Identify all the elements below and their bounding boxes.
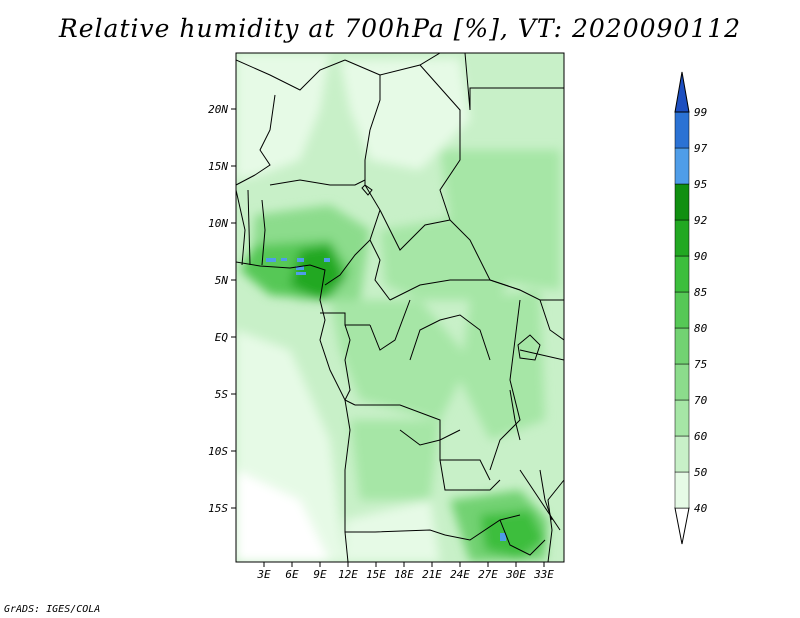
colorbar-label-60: 60 (694, 430, 708, 443)
colorbar-segment-above-99 (674, 71, 690, 113)
border-zimbabwe (499, 519, 546, 556)
border-car-cameroon (369, 239, 391, 301)
lon-label-12e: 12E (338, 568, 358, 581)
lat-label-5n: 5N (215, 274, 229, 287)
rivers-kasai (399, 429, 461, 446)
border-niger-chad (364, 129, 371, 185)
lon-label-15e: 15E (366, 568, 386, 581)
colorbar-segment-80-85 (674, 291, 690, 329)
country-borders (236, 53, 564, 562)
colorbar-segment-60-70 (674, 399, 690, 437)
colorbar-label-92: 92 (694, 214, 708, 227)
border-sudan-south (489, 279, 564, 301)
lon-axis: 3E 6E 9E 12E 15E 18E 21E 24E 27E 30E 33E (256, 562, 554, 581)
colorbar-segment-75-80 (674, 327, 690, 365)
border-angola-zambia (439, 459, 501, 491)
map-title: Relative humidity at 700hPa [%], VT: 202… (58, 14, 742, 43)
colorbar-segment-92-95 (674, 183, 690, 221)
colorbar-label-95: 95 (694, 178, 707, 191)
moist-region-congo (330, 300, 470, 420)
border-niger-mali (236, 59, 346, 91)
colorbar-label-80: 80 (694, 322, 708, 335)
border-angola-namibia (345, 529, 446, 536)
rivers-congo (409, 314, 491, 361)
lon-label-21e: 21E (422, 568, 442, 581)
border-algeria-niger (344, 59, 381, 131)
lat-label-eq: EQ (215, 331, 229, 344)
lake-victoria (517, 334, 541, 361)
border-ghana (236, 189, 246, 266)
coastline-east (547, 479, 564, 562)
border-congo (344, 324, 356, 406)
border-benin-nigeria (261, 199, 266, 266)
lat-label-20n: 20N (208, 103, 228, 116)
blue-cells (266, 258, 506, 541)
lake-tanganyika (509, 389, 521, 441)
colorbar-label-99: 99 (694, 106, 707, 119)
lake-chad (361, 184, 373, 196)
dry-region-northwest (236, 53, 330, 180)
colorbar-label-85: 85 (694, 286, 707, 299)
lon-label-18e: 18E (394, 568, 414, 581)
lat-label-10s: 10S (208, 445, 228, 458)
colorbar-label-70: 70 (694, 394, 708, 407)
border-cameroon-gabon (320, 312, 370, 326)
colorbar-segment-70-75 (674, 363, 690, 401)
border-mali-burkina (236, 94, 276, 186)
colorbar-label-40: 40 (694, 502, 708, 515)
border-car-drc (389, 279, 490, 301)
grads-credit: GrADS: IGES/COLA (4, 604, 101, 615)
map-frame (235, 52, 565, 563)
border-uganda-kenya (539, 299, 564, 341)
border-drc-east (489, 299, 521, 471)
colorbar-segment-97-99 (674, 111, 690, 149)
colorbar-segment-95-97 (674, 147, 690, 185)
lat-axis: 20N 15N 10N 5N EQ 5S 10S 15S (208, 103, 236, 515)
lon-label-24e: 24E (450, 568, 470, 581)
border-mozambique-malawi (519, 469, 561, 531)
border-cameroon-chad (379, 209, 451, 251)
colorbar-label-75: 75 (694, 358, 707, 371)
lon-label-6e: 6E (285, 568, 299, 581)
dry-region-north (340, 58, 470, 170)
colorbar: 40 50 60 70 75 80 85 90 92 95 97 99 (674, 71, 708, 545)
colorbar-label-50: 50 (694, 466, 708, 479)
lat-label-10n: 10N (208, 217, 228, 230)
colorbar-label-90: 90 (694, 250, 708, 263)
lon-label-33e: 33E (533, 568, 554, 581)
border-nigeria-cameroon (324, 184, 381, 286)
colorbar-segment-85-90 (674, 255, 690, 293)
lat-label-5s: 5S (215, 388, 229, 401)
lon-label-27e: 27E (478, 568, 498, 581)
coastline-west-africa (236, 261, 351, 562)
white-ocean-south (236, 470, 330, 562)
border-zambia-zimbabwe (444, 514, 521, 541)
colorbar-segment-90-92 (674, 219, 690, 257)
colorbar-label-97: 97 (694, 142, 708, 155)
lon-label-3e: 3E (256, 568, 271, 581)
colorbar-segment-below-40 (674, 507, 690, 545)
lat-label-15n: 15N (208, 160, 228, 173)
border-drc-congo (369, 299, 411, 351)
lon-label-30e: 30E (505, 568, 526, 581)
border-togo (247, 189, 251, 266)
colorbar-segment-40-50 (674, 471, 690, 509)
colorbar-segment-50-60 (674, 435, 690, 473)
border-tanzania (519, 349, 564, 361)
moist-region-angola (350, 420, 440, 500)
moist-region-east (460, 290, 545, 440)
border-niger-nigeria (269, 179, 366, 186)
border-chad-sudan (419, 64, 461, 221)
moist-region-sudan (440, 150, 560, 290)
lat-label-15s: 15S (208, 502, 228, 515)
lon-label-9e: 9E (313, 568, 327, 581)
humidity-field (236, 53, 564, 562)
